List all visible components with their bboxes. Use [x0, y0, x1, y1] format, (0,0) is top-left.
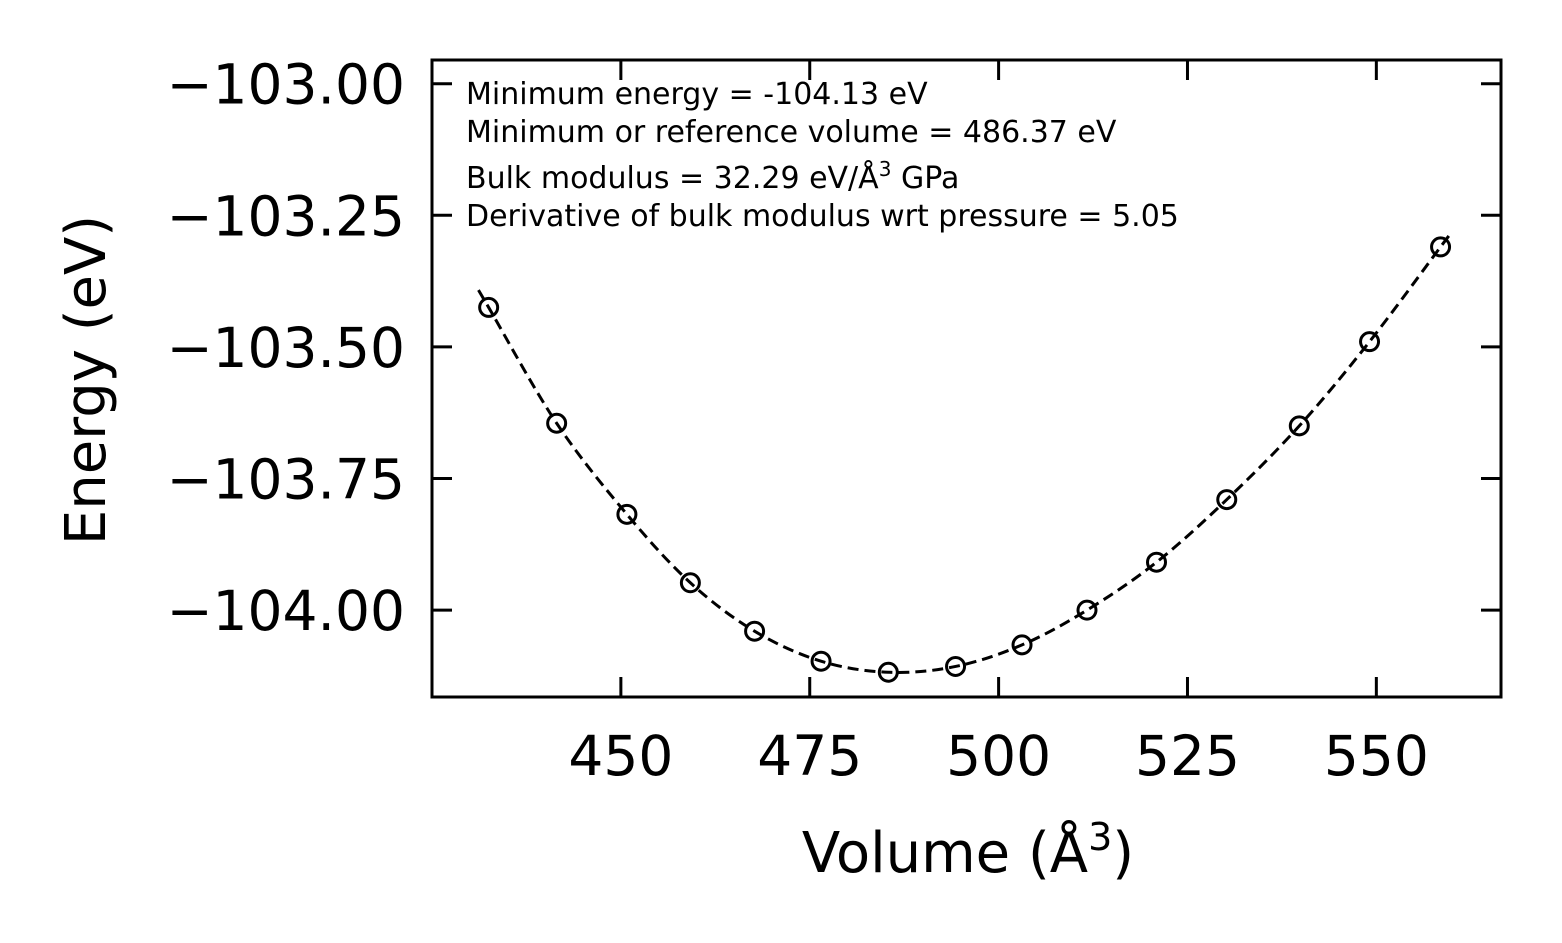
- data-point: [1011, 634, 1033, 656]
- data-points-layer: [478, 236, 1452, 683]
- data-point: [1430, 236, 1452, 258]
- data-point: [679, 572, 701, 594]
- data-point: [1288, 415, 1310, 437]
- data-point: [1359, 331, 1381, 353]
- data-point: [616, 503, 638, 525]
- annotation-bulk-tail: GPa: [891, 161, 959, 196]
- x-axis-label-close: ): [1112, 821, 1134, 886]
- annotation-min-energy: Minimum energy = -104.13 eV: [466, 77, 928, 112]
- plot-frame: [430, 58, 1503, 699]
- annotation-ref-volume: Minimum or reference volume = 486.37 eV: [466, 115, 1117, 150]
- data-point: [1076, 599, 1098, 621]
- y-tick-label: −103.00: [166, 53, 405, 117]
- y-tick-label: −104.00: [166, 579, 405, 643]
- axis-ticks: [432, 60, 1501, 697]
- fit-curve-layer: [477, 231, 1453, 674]
- annotation-bulk-modulus: Bulk modulus = 32.29 eV/Å3 GPa: [466, 157, 959, 196]
- data-point: [877, 661, 899, 683]
- data-point: [810, 650, 832, 672]
- x-axis-label-main: Volume (Å: [802, 820, 1088, 886]
- x-tick-label: 500: [946, 724, 1051, 788]
- y-axis-label: Energy (eV): [54, 215, 119, 545]
- x-tick-label: 525: [1135, 724, 1240, 788]
- y-tick-label: −103.25: [166, 184, 405, 248]
- annotation-bulk-sup: 3: [879, 157, 892, 181]
- y-tick-label: −103.75: [166, 448, 405, 512]
- annotation-bulk-main: Bulk modulus = 32.29 eV/Å: [466, 160, 879, 196]
- data-point: [744, 620, 766, 642]
- x-tick-label: 550: [1324, 724, 1429, 788]
- annotation-bulk-derivative: Derivative of bulk modulus wrt pressure …: [466, 199, 1179, 234]
- x-tick-label: 450: [568, 724, 673, 788]
- data-point: [478, 296, 500, 318]
- x-tick-label: 475: [757, 724, 862, 788]
- x-axis-label-sup: 3: [1088, 815, 1112, 859]
- x-axis-label: Volume (Å3): [802, 815, 1134, 886]
- data-point: [1216, 489, 1238, 511]
- data-point: [1146, 551, 1168, 573]
- tick-labels: 450 475 500 525 550 −103.00 −103.25 −103.50 −103…: [166, 53, 1428, 788]
- y-tick-label: −103.50: [166, 316, 405, 380]
- data-point: [945, 655, 967, 677]
- data-point: [546, 412, 568, 434]
- fit-curve: [477, 231, 1453, 674]
